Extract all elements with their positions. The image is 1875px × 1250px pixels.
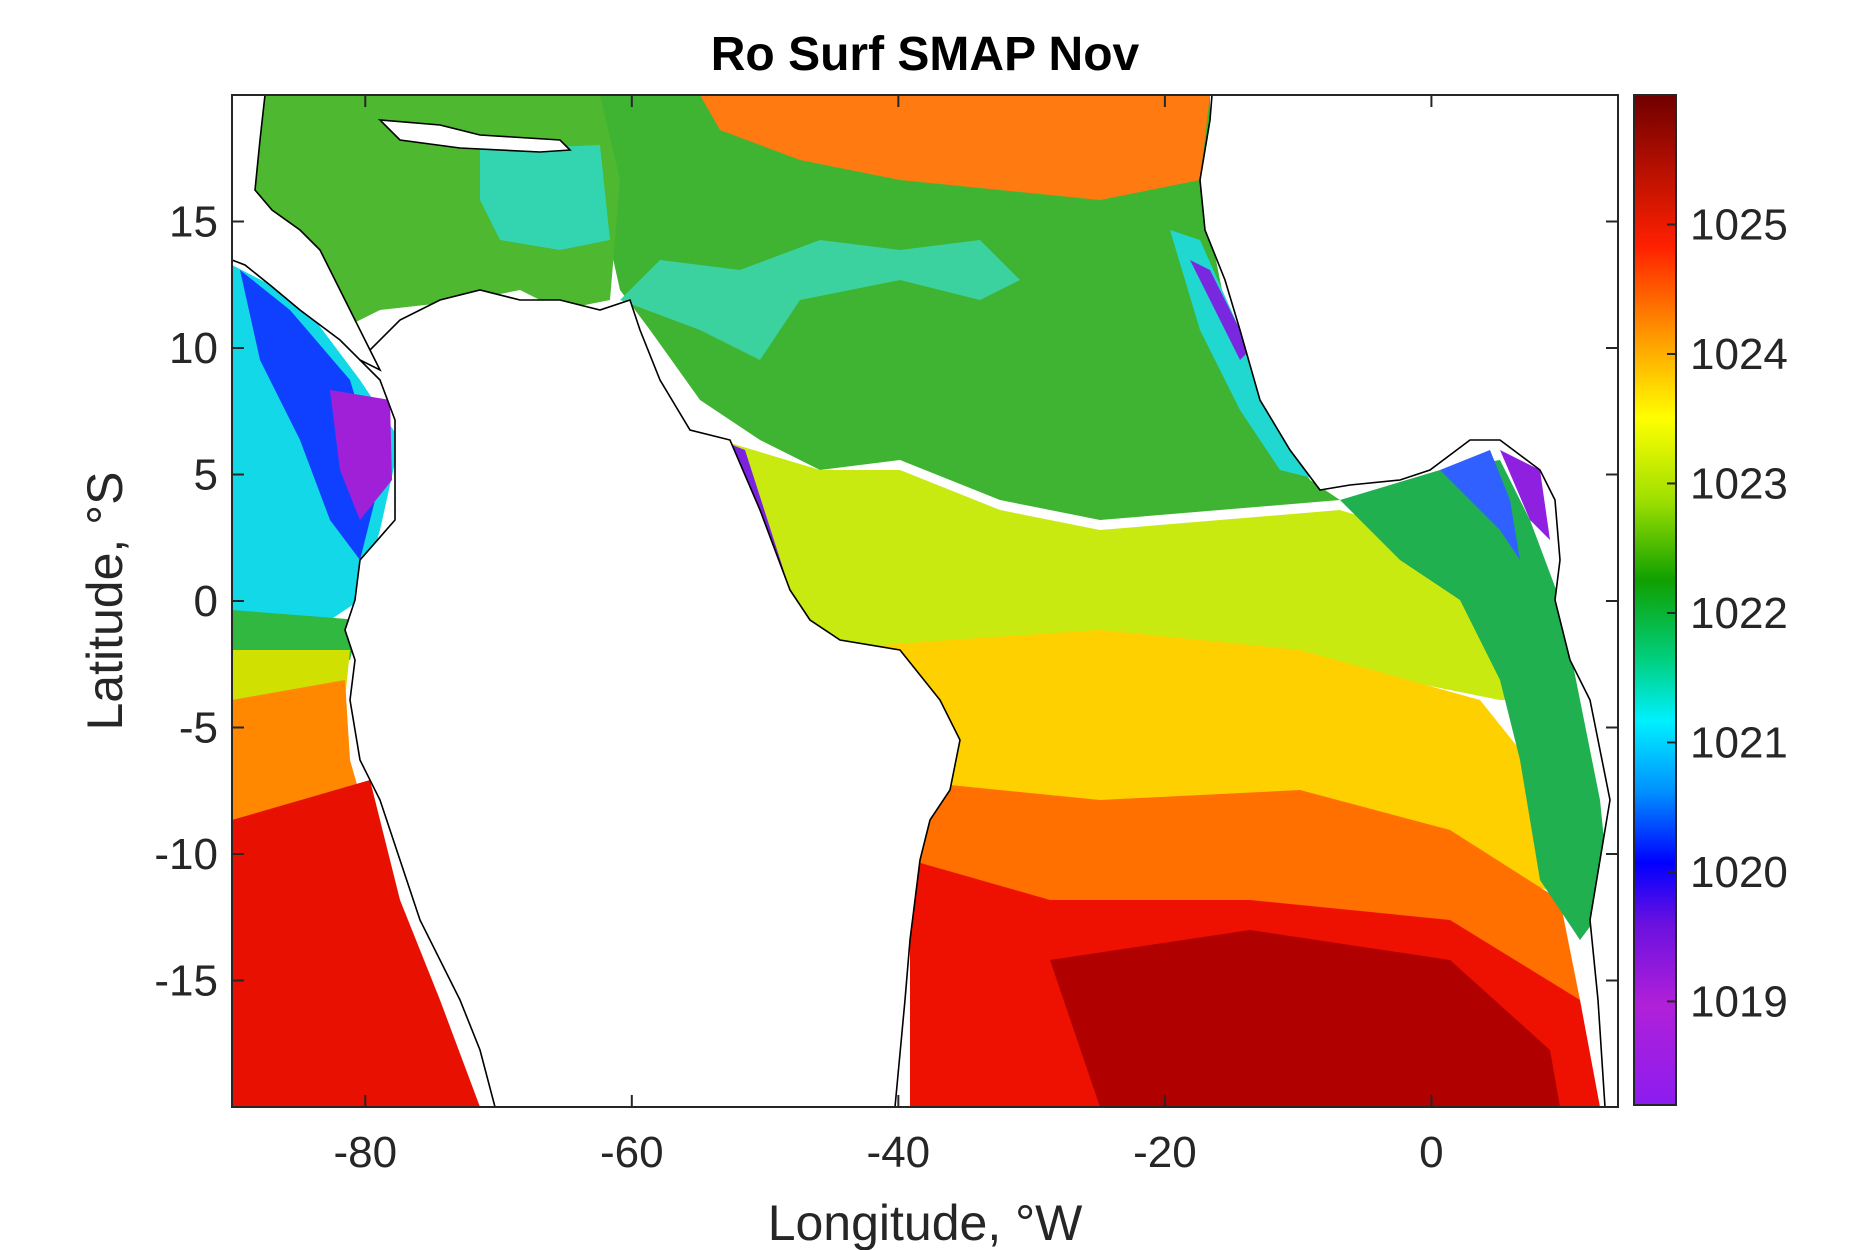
field-guinea-blue bbox=[1440, 450, 1520, 560]
field-west-africa-purple bbox=[1190, 260, 1250, 360]
x-axis-ticks: -80 -60 -40 -20 0 bbox=[333, 95, 1444, 1177]
colorbar-tick-label: 1024 bbox=[1690, 330, 1788, 379]
y-axis-label: Latitude, °S bbox=[77, 471, 133, 730]
y-tick-label: 0 bbox=[194, 577, 218, 626]
field-amazon-plume bbox=[620, 240, 1020, 360]
x-tick-label: -60 bbox=[600, 1128, 664, 1177]
x-tick-label: -80 bbox=[333, 1128, 397, 1177]
landmass bbox=[232, 95, 1618, 1107]
plot-area bbox=[232, 95, 1618, 1107]
chart-title: Ro Surf SMAP Nov bbox=[711, 28, 1140, 81]
field-equatorial bbox=[720, 440, 1560, 700]
x-tick-label: -40 bbox=[867, 1128, 931, 1177]
y-tick-label: -10 bbox=[154, 830, 218, 879]
colorbar bbox=[1633, 94, 1677, 1106]
field-pacific-purple bbox=[330, 390, 392, 520]
y-tick-label: -5 bbox=[179, 704, 218, 753]
colorbar-tick-label: 1020 bbox=[1690, 848, 1788, 897]
field-northeast-orange bbox=[700, 95, 1210, 200]
central-america-land bbox=[232, 95, 382, 372]
colorbar-tick-label: 1021 bbox=[1690, 718, 1788, 767]
colorbar-ticks: 1025 1024 1023 1022 1021 1020 1019 bbox=[1667, 200, 1788, 1026]
field-guinea-purple bbox=[1500, 450, 1550, 540]
y-tick-label: 10 bbox=[169, 324, 218, 373]
field-caribbean-cyan bbox=[480, 145, 610, 250]
field-guinea-green bbox=[1340, 460, 1610, 940]
colorbar-tick-label: 1025 bbox=[1690, 200, 1788, 249]
field-pacific-green bbox=[232, 610, 360, 660]
caribbean-islands-land bbox=[377, 119, 572, 153]
colorbar-tick-label: 1022 bbox=[1690, 589, 1788, 638]
x-tick-label: -20 bbox=[1133, 1128, 1197, 1177]
y-tick-label: -15 bbox=[154, 957, 218, 1006]
x-tick-label: 0 bbox=[1419, 1128, 1443, 1177]
south-america-land bbox=[344, 289, 961, 1107]
colorbar-tick-label: 1023 bbox=[1690, 459, 1788, 508]
colorbar-tick-label: 1019 bbox=[1690, 977, 1788, 1026]
africa-land bbox=[1199, 95, 1618, 1107]
field-south-darkred bbox=[1050, 930, 1560, 1107]
field-pacific-red bbox=[232, 780, 480, 1107]
x-axis-label: Longitude, °W bbox=[768, 1195, 1083, 1250]
y-tick-label: 5 bbox=[194, 451, 218, 500]
field-north-atlantic bbox=[590, 95, 1340, 520]
y-axis-ticks: 15 10 5 0 -5 -10 -15 bbox=[154, 198, 1618, 1006]
y-tick-label: 15 bbox=[169, 198, 218, 247]
field-pacific-blue bbox=[240, 270, 380, 560]
